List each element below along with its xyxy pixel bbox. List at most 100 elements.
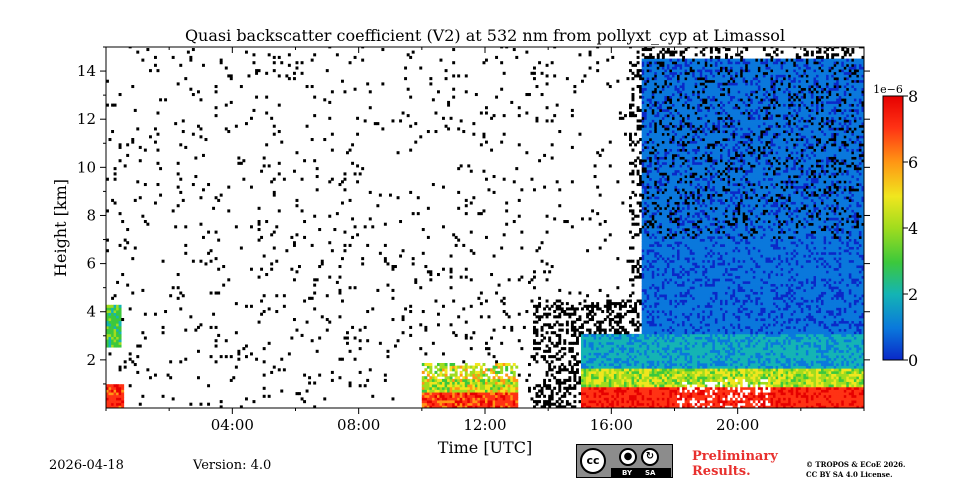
heatmap-cell bbox=[442, 397, 445, 401]
heatmap-cell bbox=[618, 368, 622, 372]
heatmap-cell bbox=[682, 304, 686, 308]
heatmap-cell bbox=[664, 349, 668, 353]
heatmap-cell bbox=[558, 357, 562, 361]
heatmap-cell bbox=[482, 394, 486, 398]
heatmap-cell bbox=[591, 402, 595, 406]
heatmap-cell bbox=[661, 378, 665, 382]
heatmap-cell bbox=[664, 299, 668, 303]
heatmap-cell bbox=[179, 177, 183, 181]
heatmap-cell bbox=[636, 106, 640, 110]
heatmap-cell bbox=[611, 384, 615, 388]
heatmap-cell bbox=[664, 196, 668, 200]
heatmap-cell bbox=[500, 381, 504, 385]
heatmap-cell bbox=[629, 363, 632, 367]
heatmap-cell bbox=[535, 402, 539, 406]
heatmap-cell bbox=[669, 360, 673, 364]
heatmap-cell bbox=[535, 315, 539, 319]
heatmap-cell bbox=[601, 148, 605, 152]
heatmap-cell bbox=[161, 331, 165, 335]
heatmap-cell bbox=[555, 315, 559, 319]
heatmap-cell bbox=[616, 331, 620, 335]
heatmap-cell bbox=[666, 392, 670, 396]
heatmap-cell bbox=[490, 381, 494, 385]
heatmap-cell bbox=[644, 376, 648, 380]
heatmap-cell bbox=[666, 103, 670, 107]
heatmap-cell bbox=[649, 106, 653, 110]
heatmap-cell bbox=[618, 373, 622, 377]
heatmap-cell bbox=[674, 196, 678, 200]
heatmap-cell bbox=[651, 280, 655, 284]
heatmap-cell bbox=[118, 384, 122, 388]
heatmap-cell bbox=[654, 299, 658, 303]
heatmap-cell bbox=[641, 307, 645, 311]
heatmap-cell bbox=[644, 320, 648, 324]
heatmap-cell bbox=[568, 376, 572, 380]
heatmap-cell bbox=[118, 331, 122, 335]
heatmap-cell bbox=[639, 336, 643, 340]
heatmap-cell bbox=[666, 148, 670, 152]
heatmap-cell bbox=[535, 394, 539, 398]
heatmap-cell bbox=[677, 347, 680, 351]
heatmap-cell bbox=[520, 188, 524, 192]
heatmap-cell bbox=[426, 235, 430, 239]
heatmap-cell bbox=[598, 389, 602, 393]
heatmap-cell bbox=[654, 95, 658, 99]
heatmap-cell bbox=[626, 299, 630, 303]
heatmap-cell bbox=[641, 288, 645, 292]
heatmap-cell bbox=[596, 392, 600, 396]
heatmap-cell bbox=[669, 259, 673, 263]
heatmap-cell bbox=[492, 378, 496, 382]
heatmap-cell bbox=[666, 201, 670, 205]
heatmap-cell bbox=[659, 222, 663, 226]
heatmap-cell bbox=[414, 278, 418, 282]
heatmap-cell bbox=[522, 325, 526, 329]
heatmap-cell bbox=[661, 310, 665, 314]
heatmap-cell bbox=[666, 82, 670, 86]
heatmap-cell bbox=[672, 294, 675, 298]
heatmap-cell bbox=[459, 384, 463, 388]
heatmap-cell bbox=[217, 198, 221, 202]
heatmap-cell bbox=[270, 233, 274, 237]
heatmap-cell bbox=[659, 100, 663, 104]
heatmap-cell bbox=[282, 294, 286, 298]
heatmap-cell bbox=[482, 61, 486, 65]
heatmap-cell bbox=[601, 339, 605, 343]
heatmap-cell bbox=[649, 148, 653, 152]
heatmap-cell bbox=[661, 145, 665, 149]
heatmap-cell bbox=[654, 323, 658, 327]
heatmap-cell bbox=[591, 357, 595, 361]
heatmap-cell bbox=[495, 389, 499, 393]
heatmap-cell bbox=[672, 392, 675, 396]
heatmap-cell bbox=[618, 333, 622, 337]
heatmap-cell bbox=[462, 130, 466, 134]
heatmap-cell bbox=[674, 220, 678, 224]
heatmap-cell bbox=[222, 265, 226, 269]
heatmap-cell bbox=[606, 360, 610, 364]
heatmap-cell bbox=[636, 233, 640, 237]
heatmap-cell bbox=[649, 389, 653, 393]
heatmap-cell bbox=[679, 177, 683, 181]
heatmap-cell bbox=[113, 304, 117, 308]
heatmap-cell bbox=[656, 53, 660, 57]
heatmap-cell bbox=[199, 222, 203, 226]
heatmap-cell bbox=[644, 55, 648, 59]
heatmap-cell bbox=[505, 368, 509, 372]
heatmap-cell bbox=[502, 177, 506, 181]
heatmap-cell bbox=[679, 198, 683, 202]
heatmap-cell bbox=[613, 352, 617, 356]
heatmap-cell bbox=[661, 402, 665, 406]
heatmap-cell bbox=[477, 386, 481, 390]
heatmap-cell bbox=[651, 90, 655, 94]
heatmap-cell bbox=[502, 132, 506, 136]
heatmap-cell bbox=[664, 246, 668, 250]
heatmap-cell bbox=[666, 156, 670, 160]
heatmap-cell bbox=[641, 265, 645, 269]
heatmap-cell bbox=[472, 365, 476, 369]
heatmap-cell bbox=[131, 138, 135, 142]
heatmap-cell bbox=[452, 365, 456, 369]
heatmap-cell bbox=[515, 381, 519, 385]
heatmap-cell bbox=[639, 339, 643, 343]
heatmap-cell bbox=[669, 100, 673, 104]
heatmap-cell bbox=[649, 214, 653, 218]
heatmap-cell bbox=[593, 347, 597, 351]
